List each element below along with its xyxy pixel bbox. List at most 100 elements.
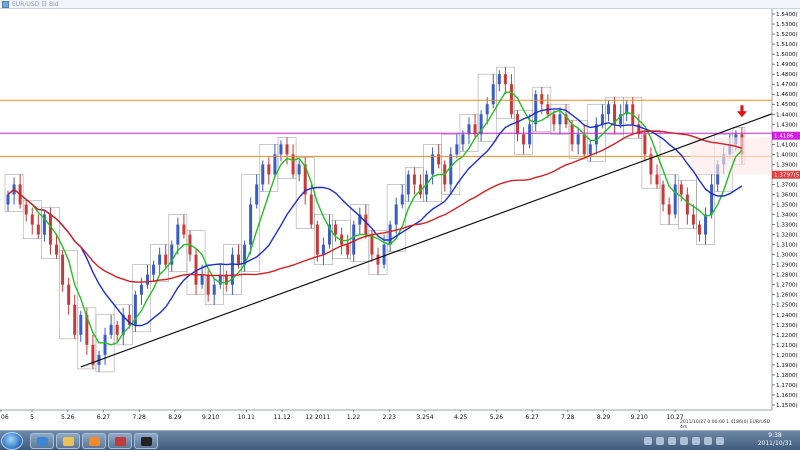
- candle-body: [613, 104, 617, 125]
- price-tick-label: 1.4000(: [776, 152, 798, 158]
- candle-body: [364, 214, 368, 235]
- candle-body: [576, 134, 580, 145]
- trendline: [80, 108, 785, 368]
- candle-body: [412, 174, 416, 185]
- price-tick-label: 1.1800(: [776, 373, 798, 379]
- candle-body: [394, 204, 398, 225]
- time-axis-label: 7.28: [561, 414, 575, 419]
- files-icon[interactable]: [56, 433, 80, 449]
- candle-body: [48, 214, 52, 245]
- chart-window-title-bar[interactable]: EUR/USD 日 Bid: [0, 0, 800, 9]
- candle-body: [400, 194, 404, 205]
- ma-mid-line: [7, 108, 743, 327]
- chart-icon[interactable]: [134, 433, 158, 449]
- candle-body: [42, 214, 46, 235]
- price-tick-label: 1.5100(: [776, 42, 798, 48]
- tray-icon[interactable]: [692, 437, 700, 445]
- candle-body: [206, 274, 210, 295]
- candle-body: [309, 194, 313, 225]
- clock-date: 2011/10/31: [757, 440, 793, 447]
- candle-body: [127, 314, 131, 325]
- candle-body: [334, 224, 338, 235]
- candle-body: [503, 74, 507, 85]
- candle-body: [418, 184, 422, 195]
- candle-body: [406, 174, 410, 195]
- price-axis: 1.5400(1.5300(1.5200(1.5100(1.5000(1.490…: [771, 9, 800, 410]
- trendline-group: [80, 108, 785, 368]
- candle-body: [327, 224, 331, 245]
- tray-icon[interactable]: [656, 437, 664, 445]
- taskbar-clock[interactable]: 9:38 2011/10/31: [752, 432, 798, 450]
- candle-body: [164, 254, 168, 265]
- candle-body: [267, 164, 271, 175]
- candle-body: [516, 114, 520, 135]
- tray-icon[interactable]: [668, 437, 676, 445]
- candle-body: [528, 124, 532, 145]
- candle-body: [218, 274, 222, 285]
- candle-body: [643, 134, 647, 155]
- candle-body: [230, 254, 234, 285]
- explorer-icon[interactable]: [30, 433, 54, 449]
- candle-body: [473, 124, 477, 135]
- media-icon[interactable]: [82, 433, 106, 449]
- price-tick-label: 1.5200(: [776, 32, 798, 38]
- time-axis-label: 2.23: [383, 414, 397, 419]
- candle-body: [176, 224, 180, 245]
- price-flag: [772, 131, 800, 140]
- candle-body: [146, 274, 150, 285]
- price-tick-label: 1.4900(: [776, 62, 798, 68]
- candle-body: [691, 214, 695, 225]
- candle-body: [346, 244, 350, 255]
- tray-icon[interactable]: [680, 437, 688, 445]
- time-axis-label: 06: [1, 414, 9, 419]
- price-chart[interactable]: 06 5 5.26 6.27 7.28 8.29 9.210 10.11 11.12 12 201…: [0, 9, 800, 419]
- price-tick-label: 1.3900(: [776, 162, 798, 168]
- tray-icon[interactable]: [704, 437, 712, 445]
- candle-body: [704, 214, 708, 235]
- time-axis-label: 10.11: [238, 414, 255, 419]
- candle-body: [370, 234, 374, 255]
- price-tick-label: 1.2500(: [776, 303, 798, 309]
- price-tick-label: 1.1500(: [776, 403, 798, 409]
- candle-body: [158, 254, 162, 265]
- candles: [6, 67, 744, 372]
- candle-body: [55, 244, 59, 255]
- price-tick-label: 1.4400(: [776, 112, 798, 118]
- trader-icon[interactable]: [108, 433, 132, 449]
- candle-body: [570, 124, 574, 145]
- range-box: [132, 264, 151, 333]
- tray-icon[interactable]: [644, 437, 652, 445]
- price-tick-label: 1.1900(: [776, 363, 798, 369]
- candle-body: [588, 144, 592, 155]
- status-strip: 2011/10/27 0:00:00 1.4186(0) EUR/USD 4m: [680, 420, 771, 430]
- candle-body: [606, 104, 610, 115]
- candle-body: [79, 314, 83, 335]
- time-axis-label: 12 2011: [305, 414, 330, 419]
- candle-body: [522, 134, 526, 145]
- candle-body: [170, 244, 174, 265]
- time-axis: 06 5 5.26 6.27 7.28 8.29 9.210 10.11 11.12 12 201…: [0, 410, 684, 419]
- candle-body: [358, 214, 362, 225]
- candle-body: [273, 154, 277, 175]
- candle-body: [509, 84, 513, 115]
- down-arrow-icon: [736, 111, 747, 118]
- candle-body: [649, 154, 653, 175]
- price-tick-label: 1.3400(: [776, 213, 798, 219]
- candle-body: [212, 284, 216, 295]
- range-box: [4, 174, 24, 212]
- candle-body: [73, 304, 77, 335]
- candle-body: [249, 204, 253, 245]
- price-tick-label: 1.3600(: [776, 192, 798, 198]
- candle-body: [194, 254, 198, 285]
- time-axis-label: 7.28: [132, 414, 146, 419]
- price-axis-background: [772, 9, 800, 410]
- candle-body: [685, 194, 689, 215]
- candle-body: [297, 164, 301, 175]
- price-tick-label: 1.3000(: [776, 253, 798, 259]
- candle-body: [661, 184, 665, 205]
- start-button[interactable]: [1, 432, 23, 450]
- tray-icon[interactable]: [716, 437, 724, 445]
- candle-body: [491, 84, 495, 105]
- candle-body: [115, 324, 119, 335]
